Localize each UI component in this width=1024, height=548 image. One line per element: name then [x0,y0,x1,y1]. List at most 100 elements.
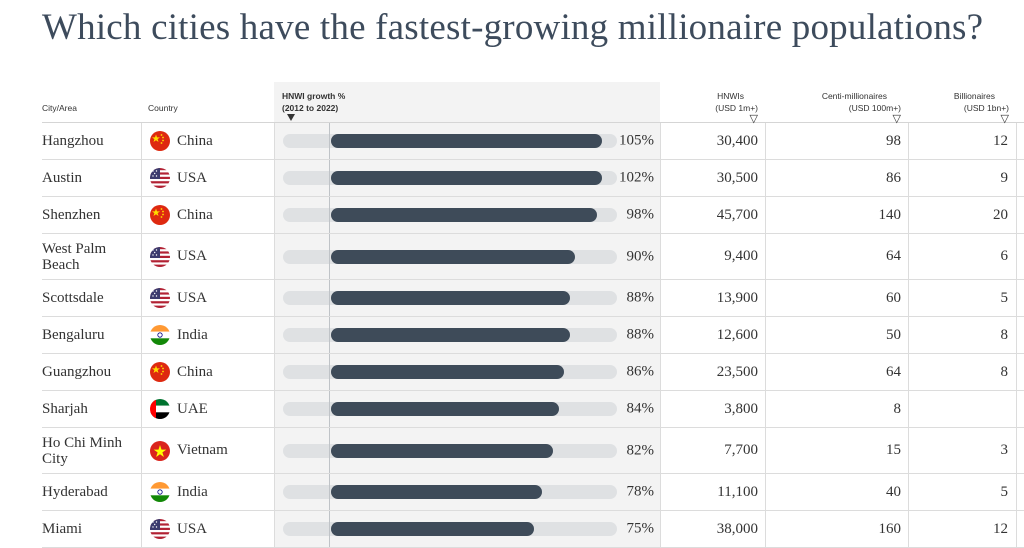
country-label: UAE [177,400,208,417]
baseline-line [329,428,330,473]
billionaires-cell: 5 [908,474,1016,510]
header-growth-sublabel: (2012 to 2022) [282,103,339,113]
edge-cell [1016,280,1024,316]
growth-value-label: 90% [626,248,655,264]
growth-value-label: 75% [626,520,655,537]
billionaires-cell: 8 [908,354,1016,390]
header-hnwi-sublabel: (USD 1m+) [715,103,758,113]
country-label: Vietnam [177,442,228,458]
header-country[interactable]: Country [148,82,268,122]
hnwi-cell: 30,400 [660,123,765,159]
edge-cell [1016,160,1024,196]
growth-bar [331,171,602,185]
header-hnwi[interactable]: HNWIs (USD 1m+) ▽ [660,82,758,125]
edge-cell [1016,317,1024,353]
hnwi-cell: 3,800 [660,391,765,427]
country-cell: India [141,474,274,510]
growth-value-label: 82% [626,442,655,458]
centi-cell: 64 [765,354,908,390]
growth-bar [331,402,559,416]
growth-cell: 90% [274,234,660,279]
growth-bar [331,134,602,148]
country-label: China [177,206,213,223]
india-flag-icon [150,482,170,502]
baseline-line [329,160,330,196]
header-city-label: City/Area [42,103,77,113]
city-cell: Bengaluru [42,327,105,343]
billionaires-cell: 9 [908,160,1016,196]
country-label: China [177,363,213,380]
header-city[interactable]: City/Area [42,82,141,122]
city-cell: Austin [42,170,83,186]
hnwi-cell: 38,000 [660,511,765,547]
growth-value-label: 86% [626,363,655,380]
country-cell: China [141,354,274,390]
growth-cell: 88% [274,317,660,353]
growth-cell: 86% [274,354,660,390]
edge-cell [1016,474,1024,510]
sort-icon[interactable]: ▽ [1000,113,1009,125]
header-centi[interactable]: Centi-millionaires (USD 100m+) ▽ [765,82,901,125]
country-cell: USA [141,280,274,316]
baseline-line [329,511,330,547]
growth-cell: 82% [274,428,660,473]
growth-bar [331,291,570,305]
hnwi-cell: 23,500 [660,354,765,390]
centi-cell: 40 [765,474,908,510]
usa-flag-icon [150,519,170,539]
city-cell: Ho Chi Minh City [42,434,123,467]
country-cell: USA [141,511,274,547]
city-cell: Miami [42,521,82,537]
baseline-line [329,317,330,353]
baseline-line [329,391,330,427]
growth-bar [331,443,554,458]
centi-cell: 15 [765,428,908,473]
country-label: USA [177,289,208,306]
header-growth-label: HNWI growth % [282,91,346,101]
sort-desc-icon[interactable] [287,114,295,121]
centi-cell: 140 [765,197,908,233]
table-row: Hyderabad India 78% 11,100 40 5 [42,474,1024,511]
growth-bar [331,522,535,536]
city-cell: Shenzhen [42,207,101,223]
growth-value-label: 78% [626,483,655,500]
growth-bar [331,328,570,342]
growth-cell: 98% [274,197,660,233]
country-cell: USA [141,160,274,196]
header-centi-label: Centi-millionaires [821,91,887,101]
uae-flag-icon [150,399,170,419]
growth-value-label: 105% [619,132,654,149]
growth-cell: 78% [274,474,660,510]
edge-cell [1016,123,1024,159]
centi-cell: 160 [765,511,908,547]
city-cell: Guangzhou [42,364,112,380]
edge-cell [1016,197,1024,233]
growth-value-label: 98% [626,206,655,223]
table-row: Hangzhou China 105% 30,400 98 12 [42,123,1024,160]
country-label: India [177,483,208,500]
header-growth[interactable]: HNWI growth % (2012 to 2022) [282,82,482,122]
sort-icon[interactable]: ▽ [892,113,901,125]
header-billionaires[interactable]: Billionaires (USD 1bn+) ▽ [908,82,1009,125]
centi-cell: 50 [765,317,908,353]
hnwi-cell: 11,100 [660,474,765,510]
india-flag-icon [150,325,170,345]
growth-cell: 75% [274,511,660,547]
country-cell: USA [141,234,274,279]
table-row: Guangzhou China 86% 23,500 64 8 [42,354,1024,391]
hnwi-cell: 13,900 [660,280,765,316]
table-row: Miami USA 75% 38,000 160 12 [42,511,1024,548]
sort-icon[interactable]: ▽ [749,113,758,125]
growth-bar [331,365,565,379]
hnwi-cell: 7,700 [660,428,765,473]
usa-flag-icon [150,246,170,267]
growth-value-label: 84% [626,400,655,417]
table-row: West Palm Beach USA 90% 9,400 64 6 [42,234,1024,280]
table-row: Shenzhen China 98% 45,700 140 20 [42,197,1024,234]
billionaires-cell: 12 [908,123,1016,159]
china-flag-icon [150,205,170,225]
country-label: India [177,326,208,343]
city-cell: Scottsdale [42,290,104,306]
china-flag-icon [150,131,170,151]
growth-bar [331,249,575,264]
